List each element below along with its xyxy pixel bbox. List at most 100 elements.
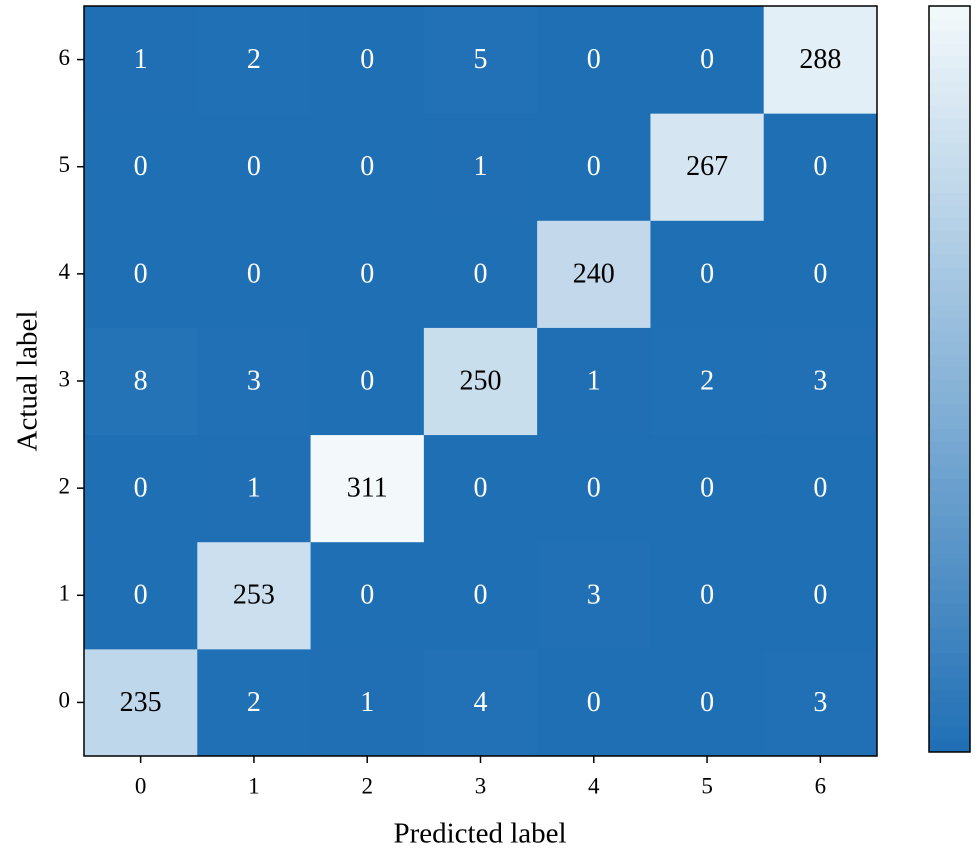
cell — [763, 113, 878, 221]
cell — [197, 434, 312, 543]
cell — [84, 434, 198, 543]
colorbar-step — [929, 180, 970, 193]
colorbar-step — [929, 391, 970, 405]
y-tick-label: 2 — [59, 473, 71, 498]
cell — [650, 648, 765, 757]
colorbar-step — [929, 689, 970, 703]
cell — [84, 220, 198, 328]
colorbar-step — [929, 553, 970, 566]
colorbar-step — [929, 117, 970, 131]
cell-label: 0 — [474, 580, 488, 611]
colorbar-step — [929, 478, 970, 492]
cell — [84, 327, 198, 436]
colorbar-step — [929, 615, 970, 629]
colorbar-step — [929, 192, 970, 206]
cell — [537, 327, 651, 436]
y-tick-label: 6 — [59, 45, 71, 70]
colorbar-step — [929, 341, 970, 355]
colorbar-step — [929, 652, 970, 666]
cell — [650, 220, 765, 328]
cell-label: 0 — [700, 687, 714, 718]
cell — [84, 541, 198, 650]
colorbar-step — [929, 727, 970, 741]
cell-label: 0 — [360, 258, 374, 289]
colorbar-step — [929, 142, 970, 156]
colorbar-step — [929, 528, 970, 542]
colorbar-step — [929, 540, 970, 554]
colorbar-step — [929, 702, 970, 716]
cell — [650, 6, 765, 114]
cell — [197, 327, 312, 436]
colorbar-step — [929, 18, 970, 32]
cell — [423, 434, 538, 543]
cell-label: 235 — [120, 687, 162, 718]
colorbar-step — [929, 105, 970, 119]
cell — [763, 541, 878, 650]
cell — [537, 648, 651, 757]
cell-label: 3 — [813, 687, 827, 718]
cell — [310, 648, 425, 757]
cell-label: 0 — [360, 44, 374, 75]
cell-label: 267 — [686, 151, 728, 182]
colorbar-step — [929, 30, 970, 44]
cell — [537, 541, 651, 650]
colorbar-step — [929, 677, 970, 691]
colorbar-step — [929, 590, 970, 604]
colorbar-step — [929, 490, 970, 504]
colorbar-step — [929, 204, 970, 218]
cell — [423, 6, 538, 114]
cell-label: 0 — [474, 258, 488, 289]
x-tick-label: 6 — [815, 773, 827, 798]
colorbar-step — [929, 279, 970, 293]
cell — [650, 541, 765, 650]
cell-label: 8 — [134, 365, 148, 396]
y-tick-label: 4 — [59, 259, 71, 284]
cell — [763, 220, 878, 328]
colorbar-step — [929, 453, 970, 467]
colorbar-step — [929, 229, 970, 243]
cell — [763, 434, 878, 543]
cell — [310, 541, 425, 650]
cell-label: 3 — [587, 580, 601, 611]
cell-label: 0 — [360, 151, 374, 182]
colorbar-step — [929, 403, 970, 417]
colorbar-step — [929, 466, 970, 479]
y-axis-label: Actual label — [12, 311, 44, 452]
colorbar-step — [929, 416, 970, 430]
cell-label: 3 — [247, 365, 261, 396]
cell — [310, 6, 425, 114]
cell-label: 0 — [134, 580, 148, 611]
cell — [310, 327, 425, 436]
colorbar-step — [929, 254, 970, 268]
cell-label: 2 — [247, 687, 261, 718]
cell-label: 0 — [134, 151, 148, 182]
cell — [650, 113, 765, 221]
cell — [84, 113, 198, 221]
colorbar-step — [929, 43, 970, 57]
cell — [650, 434, 765, 543]
colorbar-step — [929, 441, 970, 455]
colorbar-step — [929, 167, 970, 181]
colorbar-step — [929, 577, 970, 591]
colorbar-step — [929, 640, 970, 654]
cell — [537, 6, 651, 114]
cell — [423, 113, 538, 221]
cell-label: 0 — [700, 580, 714, 611]
cell-label: 2 — [247, 44, 261, 75]
cell — [197, 541, 312, 650]
cell-label: 0 — [813, 258, 827, 289]
colorbar-step — [929, 55, 970, 69]
cell — [197, 220, 312, 328]
cell-label: 0 — [587, 151, 601, 182]
colorbar-step — [929, 329, 970, 343]
cell — [84, 648, 198, 757]
cell-label: 0 — [134, 258, 148, 289]
cell — [310, 434, 425, 543]
cell-label: 1 — [360, 687, 374, 718]
cell-label: 0 — [813, 473, 827, 504]
cell-label: 1 — [587, 365, 601, 396]
cell — [310, 220, 425, 328]
cell — [197, 6, 312, 114]
colorbar-step — [929, 428, 970, 442]
x-tick-label: 2 — [361, 773, 373, 798]
